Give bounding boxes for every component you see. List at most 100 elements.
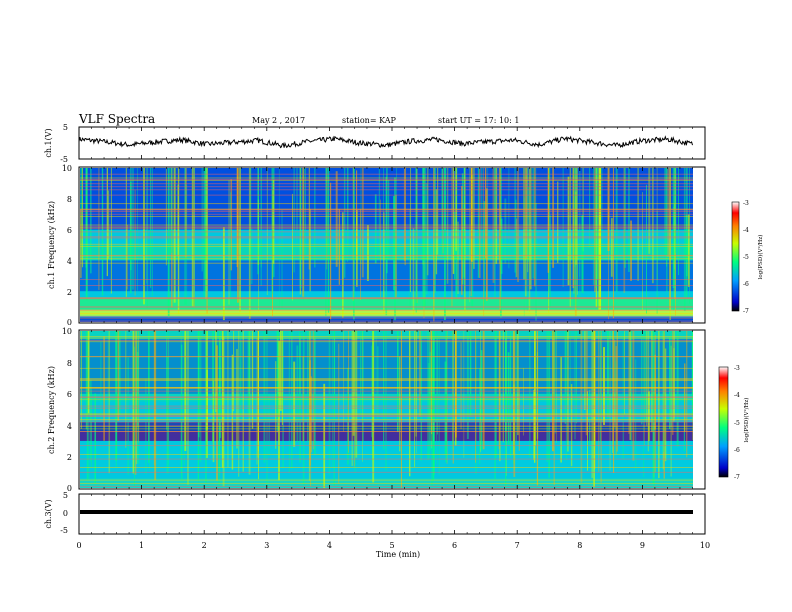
ch2-colorbar-label: log(PSD)(V²/Hz) — [743, 398, 750, 443]
spectrogram-spike — [399, 356, 401, 452]
spectrogram-spike — [579, 168, 581, 298]
ch3-waveform-ylabel: ch.3(V) — [44, 499, 53, 528]
spectrogram-spike — [206, 168, 208, 314]
spectrogram-spike — [382, 331, 385, 450]
spectrogram-spike — [106, 168, 109, 277]
spectrogram-spike — [257, 168, 259, 275]
spectrogram-spike — [576, 168, 578, 295]
spectrogram-spike — [115, 331, 118, 461]
spectrogram-spike — [203, 168, 206, 297]
spectrogram-spike — [615, 346, 617, 455]
spectrogram-spike — [610, 217, 613, 277]
spectrogram-spike — [669, 337, 671, 430]
spectrogram-spike — [271, 168, 274, 295]
spectrogram-spike — [366, 225, 369, 281]
spectrogram-line — [80, 320, 693, 322]
time-tick-label: 9 — [640, 541, 645, 550]
spectrogram-line — [80, 397, 693, 398]
spectrogram-spike — [107, 331, 109, 417]
spectrogram-spike — [574, 331, 576, 440]
spectrogram-spike — [676, 331, 679, 447]
spectrogram-spike — [353, 168, 355, 265]
spectrogram-line — [80, 390, 693, 392]
spectrogram-spike — [580, 331, 583, 483]
spectrogram-spike — [593, 331, 595, 488]
spectrogram-spike — [433, 168, 435, 322]
spectrogram-spike — [236, 348, 238, 449]
spectrogram-spike — [632, 331, 635, 461]
spectrogram-spike — [598, 168, 600, 310]
spectrogram-spike — [342, 212, 344, 318]
spectrogram-spike — [98, 168, 100, 290]
spectrogram-spike — [658, 331, 660, 479]
spectrogram-spike — [167, 168, 170, 318]
spectrogram-spike — [466, 331, 469, 439]
spectrogram-line — [80, 424, 693, 426]
spectrogram-band — [80, 331, 693, 402]
spectrogram-line — [80, 258, 693, 260]
spectrogram-spike — [523, 367, 524, 436]
spectrogram-spike — [360, 168, 362, 264]
spectrogram-spike — [356, 210, 358, 287]
spectrogram-spike — [596, 168, 599, 280]
ch1-spectrogram-heatmap — [80, 168, 693, 322]
ch1-freq-tick: 2 — [67, 288, 72, 297]
spectrogram-spike — [556, 331, 557, 443]
spectrogram-spike — [565, 331, 567, 461]
spectrogram-spike — [94, 393, 97, 484]
spectrogram-spike — [441, 168, 444, 257]
spectrogram-spike — [642, 192, 643, 311]
spectrogram-spike — [552, 168, 554, 268]
spectrogram-line — [80, 309, 693, 311]
spectrogram-spike — [662, 331, 664, 470]
ch2-cbar-tick: -4 — [734, 392, 740, 399]
spectrogram-spike — [533, 168, 536, 287]
spectrogram-spike — [410, 168, 412, 293]
ch1-freq-tick: 10 — [62, 164, 72, 173]
ch3-waveform-trace — [80, 510, 693, 514]
spectrogram-spike — [461, 185, 463, 295]
spectrogram-spike — [180, 331, 182, 475]
spectrogram-spike — [482, 331, 485, 450]
spectrogram-spike — [184, 168, 187, 258]
spectrogram-spike — [302, 168, 305, 297]
spectrogram-spike — [276, 331, 279, 418]
spectrogram-spike — [129, 181, 132, 294]
ch1-colorbar-label: log(PSD)(V²/Hz) — [757, 235, 764, 280]
spectrogram-spike — [514, 168, 517, 273]
spectrogram-line — [80, 426, 693, 427]
spectrogram-line — [80, 179, 693, 181]
spectrogram-spike — [463, 204, 466, 297]
spectrogram-spike — [343, 331, 345, 432]
spectrogram-spike — [299, 333, 301, 463]
spectrogram-spike — [431, 331, 433, 435]
spectrogram-spike — [380, 199, 381, 297]
spectrogram-spike — [495, 168, 498, 264]
spectrogram-spike — [362, 331, 363, 462]
spectrogram-spike — [670, 345, 672, 477]
spectrogram-spike — [589, 389, 591, 447]
spectrogram-spike — [198, 331, 200, 438]
spectrogram-spike — [125, 331, 127, 448]
spectrogram-spike — [360, 208, 361, 301]
spectrogram-spike — [648, 168, 651, 254]
spectrogram-spike — [242, 331, 244, 472]
spectrogram-line — [80, 367, 693, 369]
spectrogram-spike — [624, 168, 626, 268]
time-tick-label: 1 — [139, 541, 144, 550]
spectrogram-spike — [361, 168, 364, 278]
spectrogram-spike — [585, 331, 588, 436]
spectrogram-line — [80, 428, 693, 430]
spectrogram-spike — [334, 331, 336, 418]
spectrogram-spike — [509, 331, 512, 457]
spectrogram-spike — [132, 331, 135, 474]
spectrogram-line — [80, 231, 693, 233]
spectrogram-spike — [186, 184, 188, 305]
spectrogram-band — [80, 431, 693, 441]
spectrogram-spike — [499, 331, 501, 462]
ch1-freq-tick: 6 — [67, 226, 72, 235]
spectrogram-line — [80, 213, 693, 215]
spectrogram-spike — [668, 168, 671, 310]
ch1-freq-tick: 4 — [67, 257, 72, 266]
